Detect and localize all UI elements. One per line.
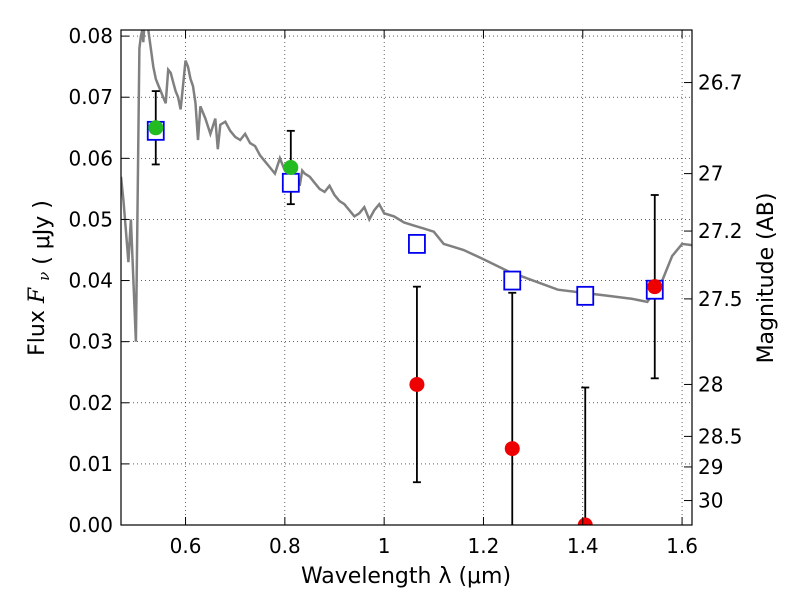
y-tick-label: 0.02 (68, 391, 113, 415)
y-tick-label: 0.01 (68, 452, 113, 476)
model-point (408, 233, 426, 254)
y-axis-right: 26.7 27 27.2 27.5 28 28.5 29 30 (684, 71, 743, 513)
x-axis: 0.6 0.8 1 1.2 1.4 1.6 (170, 30, 698, 558)
non-detection-point (577, 517, 593, 525)
x-tick-label: 0.8 (269, 534, 301, 558)
y-axis-left-label-suffix: ( μJy ) (30, 200, 55, 265)
model-point (503, 270, 522, 291)
y-axis-left-label-symbol: F (25, 287, 50, 304)
non-detection-point (647, 279, 663, 295)
x-tick-label: 1.2 (468, 534, 500, 558)
model-point (576, 285, 595, 306)
detection-point (283, 160, 299, 175)
y-tick-label: 0.00 (68, 513, 113, 537)
observed-points-layer (148, 120, 663, 525)
model-spectrum-line (121, 30, 692, 342)
x-axis-label: Wavelength λ (μm) (301, 564, 511, 589)
right-tick-label: 29 (698, 455, 723, 479)
y-tick-label: 0.06 (68, 146, 113, 170)
x-tick-label: 1.6 (666, 534, 698, 558)
y-axis-left-label: Flux F ν ( μJy ) (25, 200, 55, 356)
y-axis-right-label: Magnitude (AB) (754, 193, 779, 364)
x-tick-label: 1 (378, 534, 391, 558)
y-axis-left-label-subscript: ν (35, 272, 53, 281)
detection-point (148, 120, 164, 136)
right-tick-label: 28.5 (698, 424, 743, 448)
right-tick-label: 27.5 (698, 287, 743, 311)
right-tick-label: 26.7 (698, 71, 743, 95)
non-detection-point (504, 441, 520, 457)
y-axis-left-label-prefix: Flux (25, 310, 50, 356)
plot-frame (120, 29, 693, 526)
non-detection-point (409, 376, 425, 392)
y-tick-label: 0.04 (68, 269, 113, 293)
y-tick-label: 0.05 (68, 207, 113, 231)
model-point (281, 172, 300, 193)
x-tick-label: 0.6 (170, 534, 202, 558)
right-tick-label: 27.2 (698, 219, 743, 243)
y-tick-label: 0.03 (68, 330, 113, 354)
right-tick-label: 27 (698, 162, 723, 186)
model-spectrum-layer (121, 30, 692, 342)
right-tick-label: 30 (698, 489, 723, 513)
x-tick-label: 1.4 (567, 534, 599, 558)
y-axis-left: 0.00 0.01 0.02 0.03 0.04 0.05 0.06 0.07 0.08 (68, 24, 129, 537)
y-tick-label: 0.07 (68, 85, 113, 109)
right-tick-label: 28 (698, 372, 723, 396)
grid (121, 30, 692, 526)
y-tick-label: 0.08 (68, 24, 113, 48)
plot-background (121, 30, 692, 525)
